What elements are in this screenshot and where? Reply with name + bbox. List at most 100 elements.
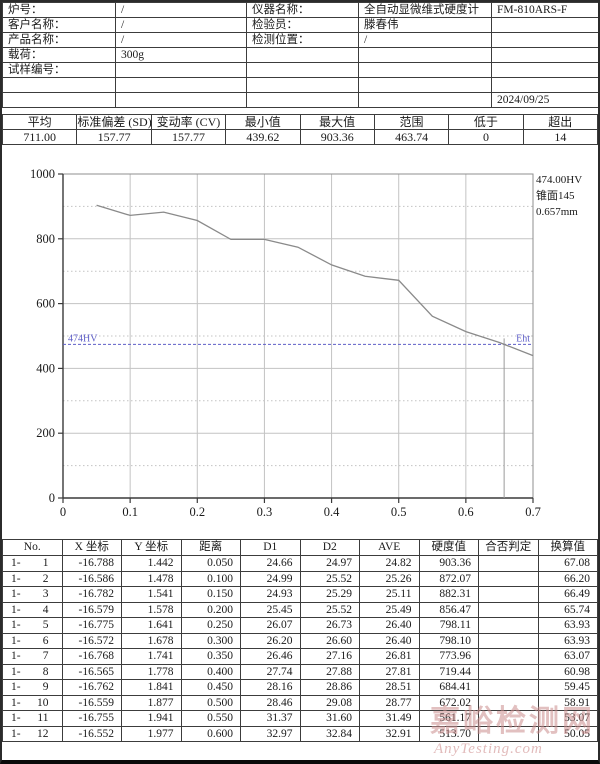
info-value — [115, 62, 247, 78]
stats-value: 157.77 — [150, 129, 227, 145]
cell-hardness: 903.36 — [418, 555, 479, 572]
cell-ave: 26.40 — [359, 632, 420, 649]
cell-judgement — [478, 632, 539, 649]
info-value: / — [115, 32, 247, 48]
info-value — [115, 77, 247, 93]
cell-ave: 27.81 — [359, 663, 420, 680]
cell-d2: 29.08 — [299, 694, 360, 711]
stats-header: 最大值 — [299, 114, 375, 130]
info-label — [246, 47, 359, 63]
cell-d1: 24.99 — [240, 570, 301, 587]
cell-d1: 26.07 — [240, 617, 301, 634]
info-value — [491, 77, 598, 93]
cell-d1: 26.46 — [240, 648, 301, 665]
stats-header: 低于 — [448, 114, 524, 130]
cell-x-coord: -16.755 — [61, 710, 122, 727]
measurement-header-row: No. X 坐标 Y 坐标 距离 D1 D2 AVE 硬度值 合否判定 — [2, 539, 598, 556]
cell-no: 1- 11 — [2, 710, 63, 727]
legend-line: 锥面145 — [536, 189, 575, 202]
stats-header: 变动率 (CV) — [150, 114, 227, 130]
plot-border — [62, 173, 534, 499]
cell-d2: 26.60 — [299, 632, 360, 649]
info-value: / — [115, 2, 247, 18]
cell-y-coord: 1.841 — [121, 679, 182, 696]
cell-judgement — [478, 586, 539, 603]
cell-d2: 27.88 — [299, 663, 360, 680]
cell-distance: 0.300 — [180, 632, 241, 649]
cell-d1: 24.66 — [240, 555, 301, 572]
stats-value: 157.77 — [76, 129, 152, 145]
cell-ave: 25.11 — [359, 586, 420, 603]
column-header: 硬度值 — [418, 539, 479, 556]
column-header: AVE — [359, 539, 420, 556]
cell-d1: 28.16 — [240, 679, 301, 696]
cell-y-coord: 1.941 — [121, 710, 182, 727]
cell-distance: 0.050 — [180, 555, 241, 572]
watermark-latin: AnyTesting.com — [434, 741, 543, 757]
cell-hardness: 513.70 — [418, 725, 479, 742]
column-header: 换算值 — [537, 539, 598, 556]
threshold-label-right: Eht — [516, 333, 530, 344]
column-header: Y 坐标 — [121, 539, 182, 556]
table-row: 1- 12 -16.552 1.977 0.600 32.97 32.84 32… — [2, 725, 598, 742]
info-label — [246, 62, 359, 78]
x-tick-label: 0.2 — [189, 505, 205, 519]
cell-d2: 25.52 — [299, 601, 360, 618]
cell-x-coord: -16.552 — [61, 725, 122, 742]
cell-ave: 28.51 — [359, 679, 420, 696]
cell-distance: 0.450 — [180, 679, 241, 696]
cell-x-coord: -16.782 — [61, 586, 122, 603]
cell-x-coord: -16.586 — [61, 570, 122, 587]
cell-no: 1- 2 — [2, 570, 63, 587]
cell-hardness: 561.17 — [418, 710, 479, 727]
x-tick-label: 0.3 — [257, 505, 273, 519]
cell-x-coord: -16.762 — [61, 679, 122, 696]
info-value — [115, 92, 247, 108]
cell-ave: 31.49 — [359, 710, 420, 727]
cell-ave: 28.77 — [359, 694, 420, 711]
info-value: / — [358, 32, 492, 48]
cell-hardness: 672.02 — [418, 694, 479, 711]
info-value: 2024/09/25 — [491, 92, 598, 108]
cell-y-coord: 1.641 — [121, 617, 182, 634]
cell-distance: 0.200 — [180, 601, 241, 618]
cell-converted: 50.05 — [537, 725, 598, 742]
table-row: 1- 11 -16.755 1.941 0.550 31.37 31.60 31… — [2, 710, 598, 727]
info-label: 检验员： — [246, 17, 359, 33]
cell-no: 1- 5 — [2, 617, 63, 634]
info-label — [2, 92, 116, 108]
info-label: 仪器名称： — [246, 2, 359, 18]
x-tick-label: 0 — [60, 505, 66, 519]
x-tick-label: 0.4 — [324, 505, 340, 519]
legend-line: 0.657mm — [536, 206, 578, 218]
cell-judgement — [478, 679, 539, 696]
cell-y-coord: 1.442 — [121, 555, 182, 572]
cell-d2: 26.73 — [299, 617, 360, 634]
info-label: 客户名称： — [2, 17, 116, 33]
cell-d1: 32.97 — [240, 725, 301, 742]
info-label: 载荷： — [2, 47, 116, 63]
info-value — [358, 62, 492, 78]
cell-x-coord: -16.768 — [61, 648, 122, 665]
cell-d2: 31.60 — [299, 710, 360, 727]
cell-x-coord: -16.775 — [61, 617, 122, 634]
info-label — [2, 77, 116, 93]
y-tick-label: 0 — [49, 491, 55, 505]
x-tick-label: 0.7 — [525, 505, 541, 519]
cell-distance: 0.150 — [180, 586, 241, 603]
stats-value: 439.62 — [225, 129, 301, 145]
table-row: 1- 1 -16.788 1.442 0.050 24.66 24.97 24.… — [2, 555, 598, 572]
info-row — [2, 77, 598, 93]
column-header: D1 — [240, 539, 301, 556]
cell-converted: 66.49 — [537, 586, 598, 603]
info-value: 滕春伟 — [358, 17, 492, 33]
stats-value-row: 711.00 157.77 157.77 439.62 903.36 463.7… — [2, 129, 598, 145]
cell-x-coord: -16.559 — [61, 694, 122, 711]
cell-d1: 31.37 — [240, 710, 301, 727]
cell-ave: 32.91 — [359, 725, 420, 742]
y-tick-label: 800 — [36, 232, 55, 246]
table-row: 1- 8 -16.565 1.778 0.400 27.74 27.88 27.… — [2, 663, 598, 680]
cell-judgement — [478, 710, 539, 727]
info-value — [491, 62, 598, 78]
